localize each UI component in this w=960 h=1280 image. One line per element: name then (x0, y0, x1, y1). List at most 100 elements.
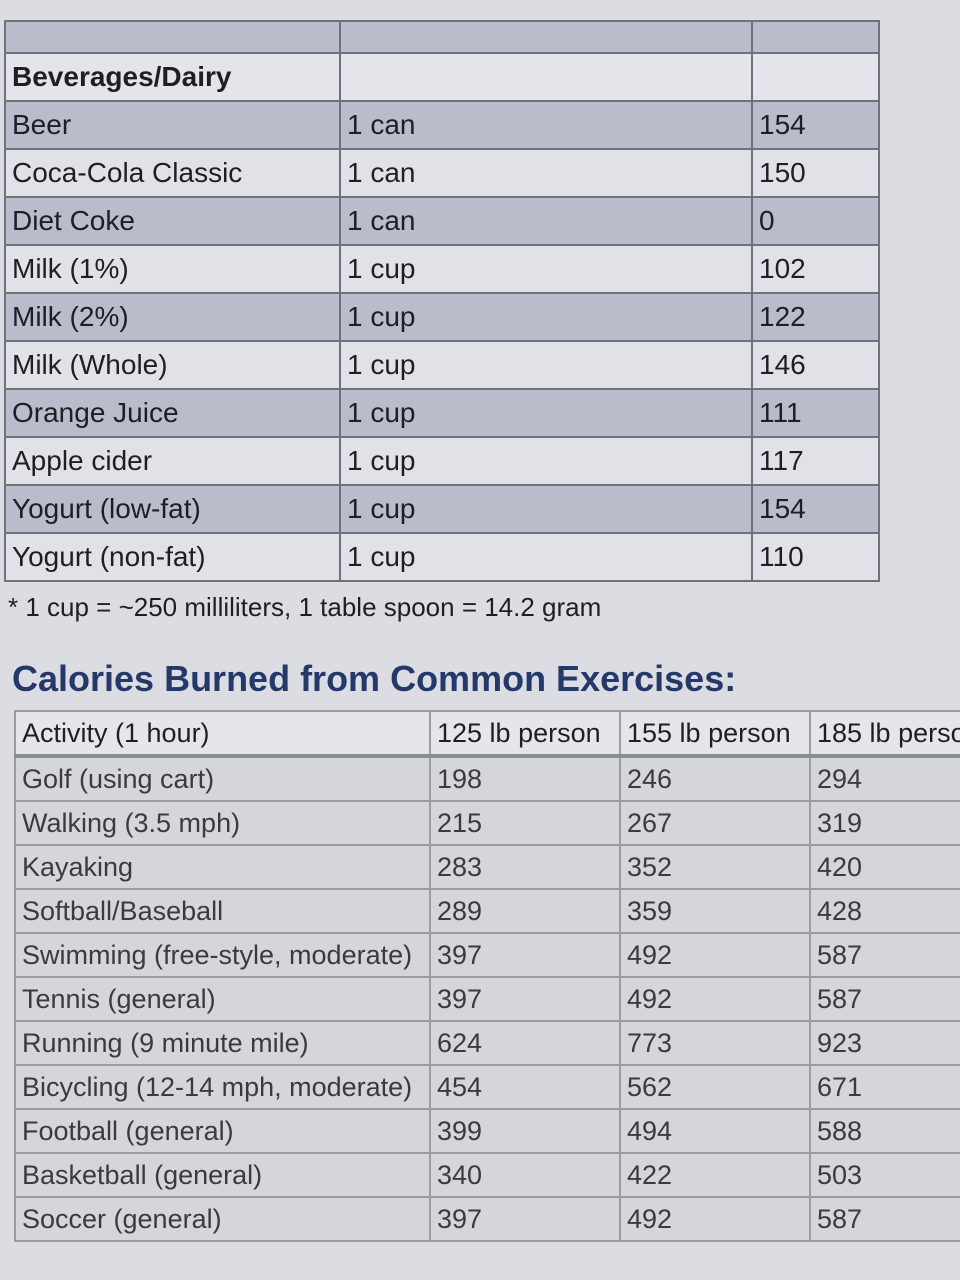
cell: 246 (619, 755, 811, 802)
cell: Softball/Baseball (14, 888, 431, 934)
cell: 1 cup (339, 484, 753, 534)
exercise-table: Activity (1 hour) 125 lb person 155 lb per… (14, 710, 960, 1242)
exercise-row: Running (9 minute mile) 624 773 923 (14, 1020, 960, 1066)
food-row: Milk (1%) 1 cup 102 (4, 244, 880, 294)
cell: 1 cup (339, 532, 753, 582)
cell: 420 (809, 844, 960, 890)
food-row: Beer 1 can 154 (4, 100, 880, 150)
cell: Milk (2%) (4, 292, 341, 342)
cell: Basketball (general) (14, 1152, 431, 1198)
cell: Milk (1%) (4, 244, 341, 294)
food-row: Coca-Cola Classic 1 can 150 (4, 148, 880, 198)
section-title: Beverages/Dairy (4, 52, 341, 102)
cell: 588 (809, 1108, 960, 1154)
cell: 154 (751, 484, 880, 534)
header-cell: 155 lb person (619, 710, 811, 758)
cell: 1 can (339, 196, 753, 246)
cell: 102 (751, 244, 880, 294)
cell: 154 (751, 100, 880, 150)
cell: 397 (429, 1196, 621, 1242)
cell: 1 cup (339, 340, 753, 390)
cell: 352 (619, 844, 811, 890)
header-cell: 185 lb person (809, 710, 960, 758)
cell: Apple cider (4, 436, 341, 486)
cell: Tennis (general) (14, 976, 431, 1022)
section-row: Beverages/Dairy (4, 52, 880, 102)
cell: 289 (429, 888, 621, 934)
cell: 422 (619, 1152, 811, 1198)
cell: 454 (429, 1064, 621, 1110)
cell: 122 (751, 292, 880, 342)
exercise-row: Swimming (free-style, moderate) 397 492 587 (14, 932, 960, 978)
cell: 397 (429, 976, 621, 1022)
cell: Milk (Whole) (4, 340, 341, 390)
cell: Diet Coke (4, 196, 341, 246)
cell: 624 (429, 1020, 621, 1066)
exercise-row: Walking (3.5 mph) 215 267 319 (14, 800, 960, 846)
food-row: Yogurt (non-fat) 1 cup 110 (4, 532, 880, 582)
cell: 198 (429, 755, 621, 802)
cell: Beer (4, 100, 341, 150)
cell: Swimming (free-style, moderate) (14, 932, 431, 978)
cell: 146 (751, 340, 880, 390)
cell: 1 cup (339, 244, 753, 294)
cell: 1 cup (339, 292, 753, 342)
cell: 340 (429, 1152, 621, 1198)
cell: Running (9 minute mile) (14, 1020, 431, 1066)
cell: 267 (619, 800, 811, 846)
cell: 0 (751, 196, 880, 246)
cell: Orange Juice (4, 388, 341, 438)
cell: 1 cup (339, 436, 753, 486)
cell: 359 (619, 888, 811, 934)
cell: 587 (809, 976, 960, 1022)
cell: 428 (809, 888, 960, 934)
cell: Yogurt (low-fat) (4, 484, 341, 534)
header-row: Activity (1 hour) 125 lb person 155 lb per… (14, 710, 960, 758)
cell: 117 (751, 436, 880, 486)
food-row: Apple cider 1 cup 117 (4, 436, 880, 486)
cell: 319 (809, 800, 960, 846)
cell: Yogurt (non-fat) (4, 532, 341, 582)
cell: 923 (809, 1020, 960, 1066)
exercise-row: Golf (using cart) 198 246 294 (14, 755, 960, 802)
food-row: Orange Juice 1 cup 111 (4, 388, 880, 438)
cell: 587 (809, 1196, 960, 1242)
food-table: Beverages/Dairy Beer 1 can 154 Coca-Cola Cl… (4, 20, 880, 582)
cell: 397 (429, 932, 621, 978)
cell: Golf (using cart) (14, 755, 431, 802)
exercise-row: Softball/Baseball 289 359 428 (14, 888, 960, 934)
cell: 492 (619, 976, 811, 1022)
exercise-row: Football (general) 399 494 588 (14, 1108, 960, 1154)
cell: 492 (619, 932, 811, 978)
cell: 111 (751, 388, 880, 438)
cell: Coca-Cola Classic (4, 148, 341, 198)
food-row: Milk (2%) 1 cup 122 (4, 292, 880, 342)
cell: 1 can (339, 100, 753, 150)
cell: 110 (751, 532, 880, 582)
footnote: * 1 cup = ~250 milliliters, 1 table spoo… (8, 592, 602, 622)
food-row: Diet Coke 1 can 0 (4, 196, 880, 246)
cell: 1 cup (339, 388, 753, 438)
cell: 1 can (339, 148, 753, 198)
food-row: Milk (Whole) 1 cup 146 (4, 340, 880, 390)
exercise-row: Tennis (general) 397 492 587 (14, 976, 960, 1022)
cell: 294 (809, 755, 960, 802)
cell: 773 (619, 1020, 811, 1066)
cell: 494 (619, 1108, 811, 1154)
cell: 562 (619, 1064, 811, 1110)
cell: 587 (809, 932, 960, 978)
cell: Football (general) (14, 1108, 431, 1154)
cell: Bicycling (12-14 mph, moderate) (14, 1064, 431, 1110)
cell: 503 (809, 1152, 960, 1198)
cell: 671 (809, 1064, 960, 1110)
exercise-row: Soccer (general) 397 492 587 (14, 1196, 960, 1242)
cell: 215 (429, 800, 621, 846)
section-heading: Calories Burned from Common Exercises: (12, 658, 737, 699)
cell: Kayaking (14, 844, 431, 890)
cell: 492 (619, 1196, 811, 1242)
header-cell: Activity (1 hour) (14, 710, 431, 758)
cell: 283 (429, 844, 621, 890)
exercise-row: Kayaking 283 352 420 (14, 844, 960, 890)
food-row: Yogurt (low-fat) 1 cup 154 (4, 484, 880, 534)
header-cell: 125 lb person (429, 710, 621, 758)
